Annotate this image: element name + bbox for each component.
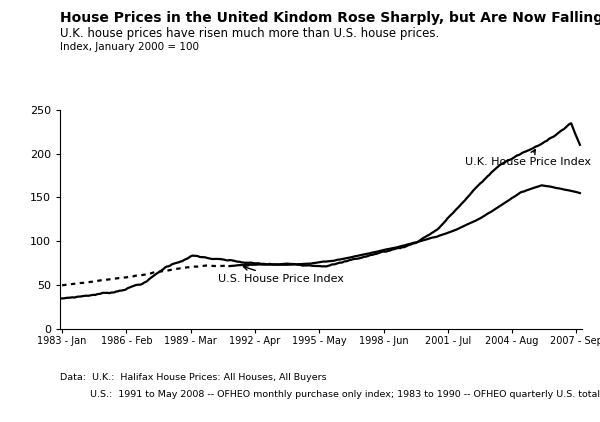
Text: Index, January 2000 = 100: Index, January 2000 = 100 <box>60 42 199 52</box>
Text: U.S. House Price Index: U.S. House Price Index <box>218 266 344 284</box>
Text: U.S.:  1991 to May 2008 -- OFHEO monthly purchase only index; 1983 to 1990 -- OF: U.S.: 1991 to May 2008 -- OFHEO monthly … <box>60 390 600 399</box>
Text: U.K. House Price Index: U.K. House Price Index <box>464 150 590 168</box>
Text: U.K. house prices have risen much more than U.S. house prices.: U.K. house prices have risen much more t… <box>60 27 439 41</box>
Text: House Prices in the United Kindom Rose Sharply, but Are Now Falling: House Prices in the United Kindom Rose S… <box>60 11 600 24</box>
Text: Data:  U.K.:  Halifax House Prices: All Houses, All Buyers: Data: U.K.: Halifax House Prices: All Ho… <box>60 373 326 382</box>
